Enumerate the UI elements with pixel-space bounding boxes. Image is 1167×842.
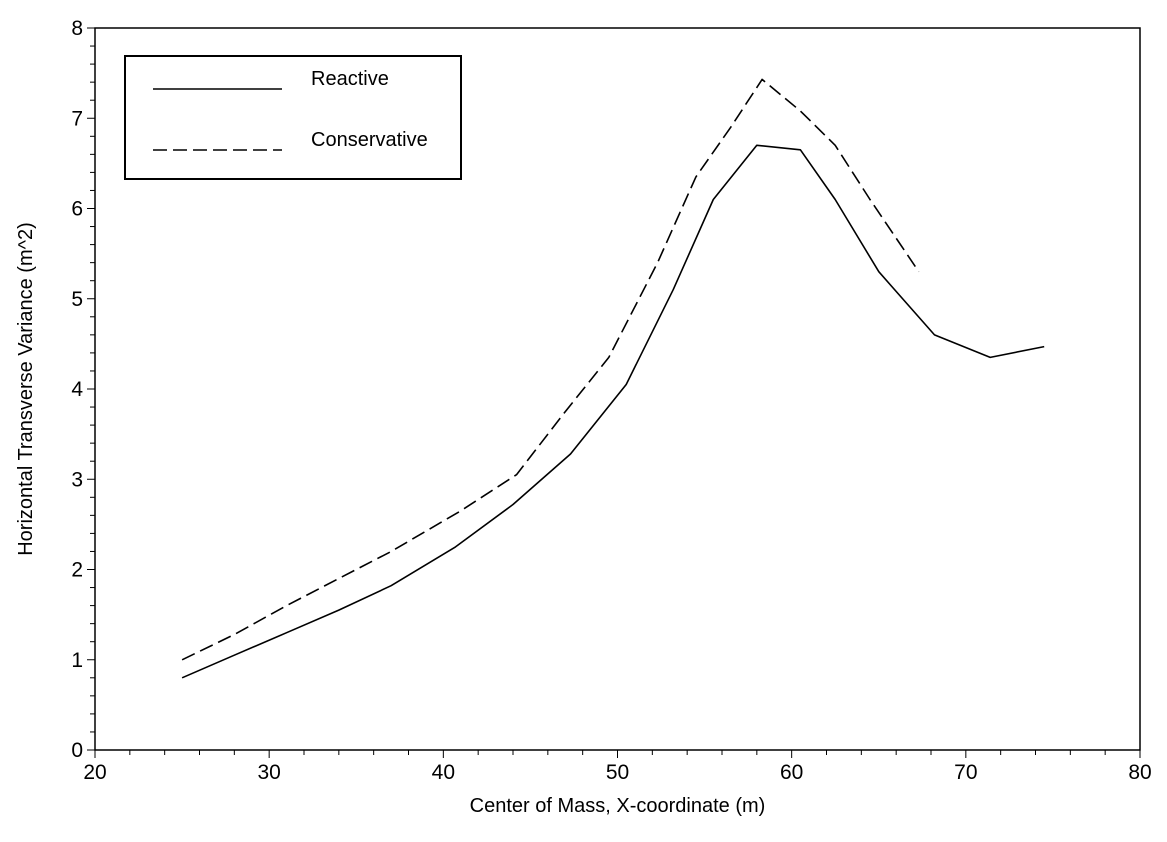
- y-tick-label: 1: [71, 649, 83, 672]
- x-tick-label: 50: [606, 761, 629, 784]
- y-tick-label: 7: [71, 107, 83, 130]
- series-line-conservative: [181, 78, 920, 661]
- x-tick-label: 30: [257, 761, 280, 784]
- legend-box: [124, 55, 462, 180]
- y-tick-label: 0: [71, 739, 83, 762]
- x-tick-label: 60: [780, 761, 803, 784]
- series-lines: [181, 78, 1045, 679]
- y-tick-label: 8: [71, 17, 83, 40]
- y-tick-label: 3: [71, 468, 83, 491]
- y-tick-label: 4: [71, 378, 83, 401]
- legend: Reactive Conservative: [124, 55, 462, 180]
- legend-label-reactive: Reactive: [311, 68, 389, 90]
- x-tick-label: 70: [954, 761, 977, 784]
- y-tick-label: 6: [71, 198, 83, 221]
- x-tick-label: 80: [1128, 761, 1151, 784]
- x-axis-label: Center of Mass, X-coordinate (m): [470, 795, 766, 817]
- x-tick-label: 40: [432, 761, 455, 784]
- y-tick-label: 2: [71, 559, 83, 582]
- legend-label-conservative: Conservative: [311, 129, 428, 151]
- y-axis-label: Horizontal Transverse Variance (m^2): [15, 222, 37, 556]
- ticks: 20 30 40 50 60 70 80 0 1 2 3 4 5 6 7 8: [71, 17, 1151, 784]
- x-tick-label: 20: [83, 761, 106, 784]
- y-tick-label: 5: [71, 288, 83, 311]
- series-line-reactive: [181, 144, 1045, 679]
